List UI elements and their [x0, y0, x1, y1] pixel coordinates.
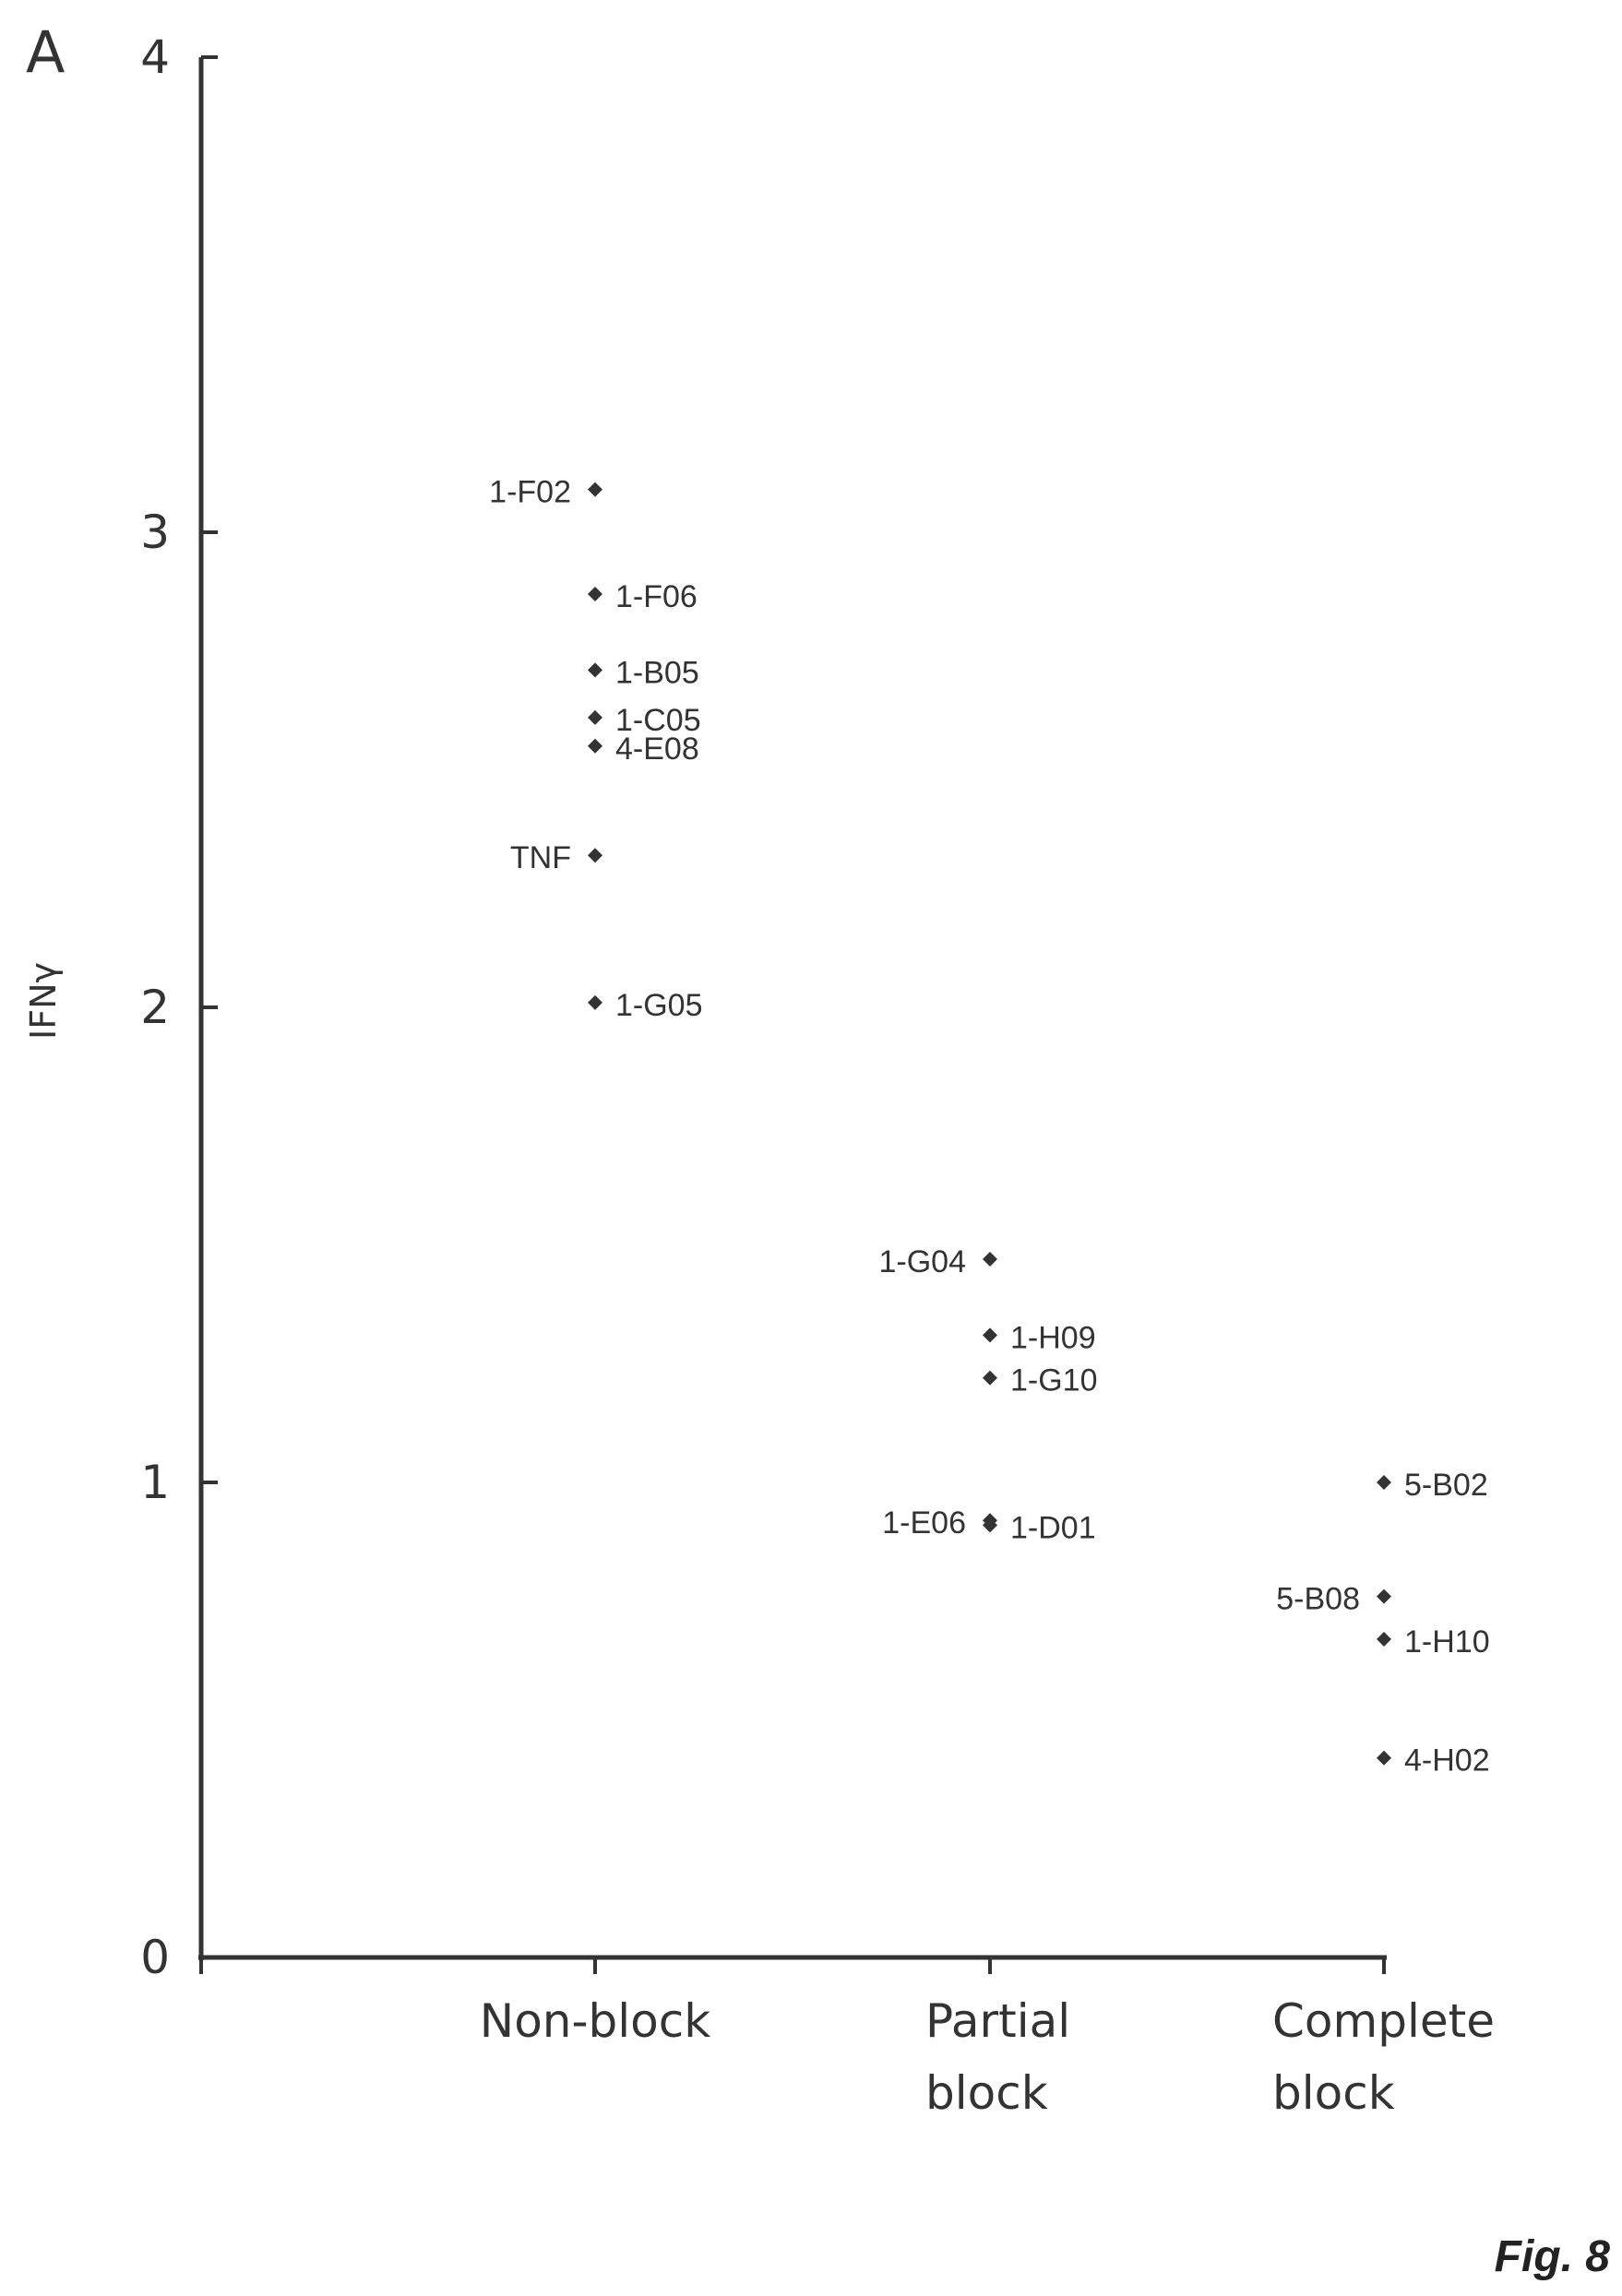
x-categories: Non-block Partial block Complete block	[199, 1957, 1495, 2120]
data-point-marker	[1377, 1750, 1391, 1766]
data-point-label: 5-B02	[1404, 1468, 1488, 1503]
data-point-marker	[983, 1251, 997, 1267]
y-axis-label: IFNγ	[23, 962, 64, 1040]
data-point-marker	[1377, 1475, 1391, 1490]
y-tick-label: 2	[140, 981, 170, 1034]
data-point-label: 1-G10	[1010, 1363, 1098, 1398]
data-point-label: 1-H10	[1404, 1624, 1490, 1660]
y-tick-label: 1	[140, 1456, 170, 1509]
data-point-marker	[588, 848, 602, 863]
y-tick-label: 0	[140, 1931, 170, 1984]
data-point-marker	[588, 482, 602, 497]
data-point-marker	[983, 1517, 997, 1533]
data-point-marker	[588, 994, 602, 1010]
data-point-label: 4-E08	[615, 732, 699, 767]
data-point-marker	[588, 709, 602, 725]
x-category-label: block	[1272, 2066, 1395, 2120]
data-point-label: 4-H02	[1404, 1743, 1490, 1779]
figure-label: Fig. 8	[1495, 2232, 1611, 2281]
data-point-label: 1-G04	[879, 1244, 967, 1279]
x-category-label: Partial	[925, 1994, 1070, 2048]
data-point-marker	[983, 1327, 997, 1343]
x-category-label: Complete	[1272, 1994, 1495, 2048]
data-point-label: 1-E06	[882, 1505, 966, 1541]
axes	[198, 57, 1387, 1960]
data-point-marker	[588, 662, 602, 678]
data-point-marker	[1377, 1631, 1391, 1647]
y-tick-label: 3	[140, 506, 170, 559]
data-point-label: 1-B05	[615, 655, 699, 690]
data-point-label: 1-C05	[615, 703, 701, 738]
data-point-label: TNF	[510, 840, 571, 875]
y-ticks: 0 1 2 3 4	[140, 30, 218, 1984]
data-point-marker	[1377, 1588, 1391, 1604]
data-point-marker	[588, 738, 602, 754]
data-point-label: 5-B08	[1276, 1582, 1360, 1617]
y-tick-label: 4	[140, 30, 170, 84]
x-category-label: Non-block	[480, 1994, 710, 2048]
data-point-label: 1-D01	[1010, 1510, 1096, 1545]
data-point-label: 1-F02	[489, 475, 571, 510]
data-point-marker	[588, 586, 602, 601]
data-point-marker	[983, 1370, 997, 1386]
panel-letter: A	[26, 18, 65, 86]
x-category-label: block	[925, 2066, 1048, 2120]
data-point-label: 1-G05	[615, 988, 703, 1023]
data-point-label: 1-F06	[615, 579, 698, 614]
data-point-label: 1-H09	[1010, 1320, 1096, 1355]
